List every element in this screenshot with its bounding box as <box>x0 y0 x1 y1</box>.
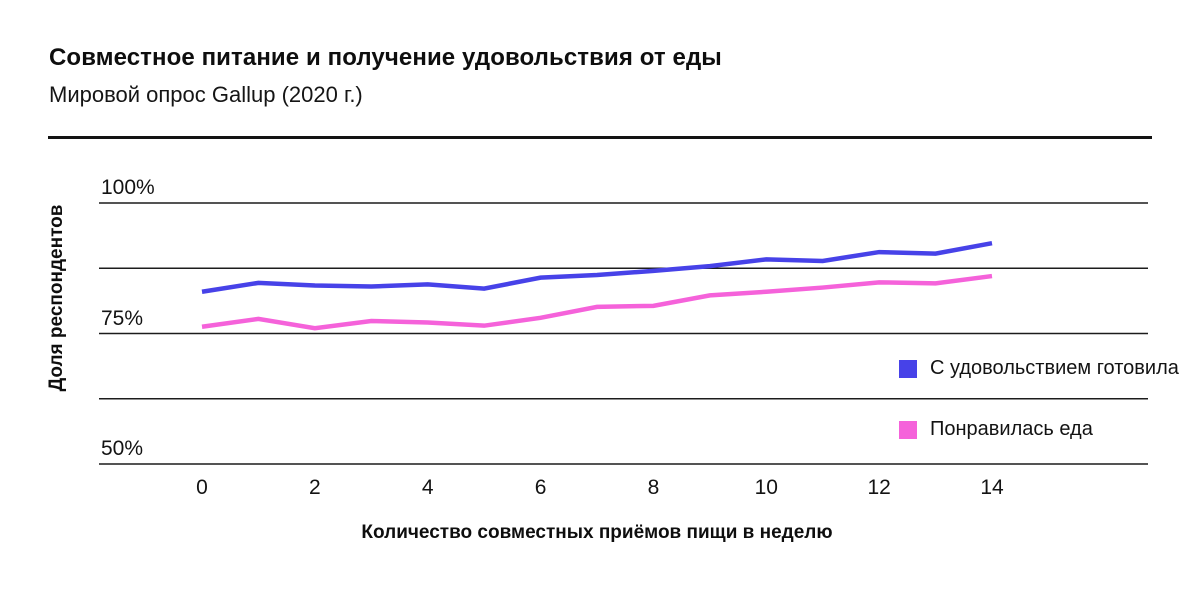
chart-subtitle: Мировой опрос Gallup (2020 г.) <box>49 82 363 107</box>
x-tick-label: 8 <box>647 476 660 499</box>
y-tick-label: 50% <box>101 437 144 460</box>
legend-item-liked-food: Понравилась еда <box>899 418 1093 441</box>
x-tick-label: 4 <box>421 476 434 499</box>
chart-title: Совместное питание и получение удовольст… <box>49 44 722 71</box>
x-tick-label: 2 <box>309 476 321 499</box>
legend-label-enjoyed-cooking: С удовольствием готовила <box>930 357 1179 379</box>
header-divider <box>48 136 1152 139</box>
y-tick-label: 100% <box>101 176 155 199</box>
x-tick-label: 0 <box>196 476 208 499</box>
legend-label-liked-food: Понравилась еда <box>930 418 1093 440</box>
series-line-1 <box>201 273 993 331</box>
legend-swatch-pink <box>899 420 917 439</box>
series-line-0 <box>201 240 993 294</box>
x-tick-label: 12 <box>867 476 891 499</box>
x-axis-title: Количество совместных приёмов пищи в нед… <box>361 522 833 543</box>
y-tick-label: 75% <box>101 306 144 330</box>
x-tick-label: 14 <box>980 476 1004 499</box>
legend-swatch-blue <box>899 359 917 378</box>
legend-item-enjoyed-cooking: С удовольствием готовила <box>899 357 1179 380</box>
x-tick-label: 10 <box>754 476 778 499</box>
x-tick-label: 6 <box>534 476 547 499</box>
y-axis-title: Доля респондентов <box>46 204 67 392</box>
